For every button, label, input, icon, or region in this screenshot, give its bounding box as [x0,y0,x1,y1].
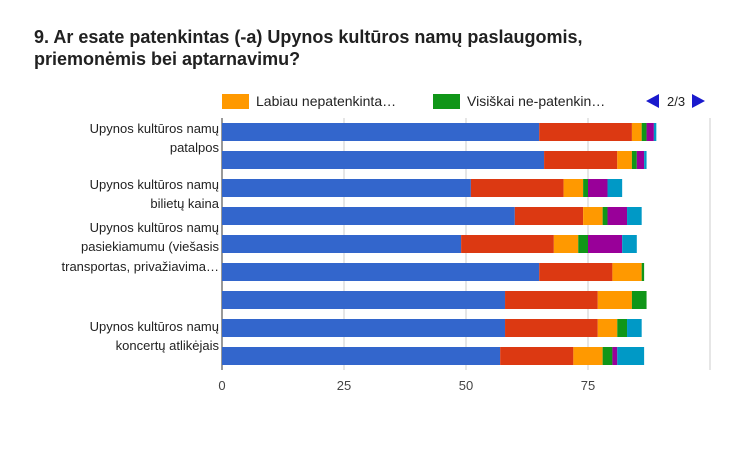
bar-segment [612,263,642,281]
bar-segment [500,347,574,365]
chart-axis: 0 25 50 75 [218,378,595,393]
y-category-label: pasiekiamumu (viešasis [81,239,219,254]
bar-segment [602,347,613,365]
bar-segment [622,235,637,253]
y-category-label: Upynos kultūros namų [90,220,219,235]
bar-segment [641,263,645,281]
legend-swatch [222,93,249,109]
bar-segment [612,347,618,365]
bar-segment [646,123,654,141]
prev-page-icon[interactable] [646,94,659,108]
bar-segment [583,179,588,197]
bar-segment [578,235,588,253]
bar-segment [563,179,584,197]
bar-segment [573,347,603,365]
chart-category-labels: Upynos kultūros namų patalpos Upynos kultū… [62,121,220,353]
bar-segment [539,263,613,281]
legend-label: Labiau nepatenkinta… [256,93,397,109]
legend-swatch [433,93,460,109]
bar-segment [461,235,554,253]
bar-segment [222,179,471,197]
next-page-icon[interactable] [692,94,706,108]
bar-segment [597,291,632,309]
bar-segment [631,123,642,141]
legend-page-indicator: 2/3 [667,93,686,109]
bar-segment [514,207,584,225]
bar-segment [470,179,564,197]
y-category-label: bilietų kaina [150,196,219,211]
legend-label: Visiškai ne-patenkin… [467,93,606,109]
bar-segment [553,235,579,253]
bar-segment [644,151,647,169]
bar-segment [222,123,540,141]
bar-segment [607,207,628,225]
legend-pager: 2/3 [646,92,706,110]
chart-title: 9. Ar esate patenkintas (-a) Upynos kult… [34,27,583,69]
chart-bars [222,123,657,365]
x-tick-label: 0 [218,378,225,393]
y-category-label: Upynos kultūros namų [90,319,219,334]
bar-segment [222,235,462,253]
bar-segment [588,179,608,197]
bar-segment [539,123,632,141]
bar-segment [583,207,603,225]
y-category-label: patalpos [170,140,220,155]
bar-segment [222,207,515,225]
y-category-label: transportas, privažiavima… [62,259,220,274]
bar-segment [544,151,618,169]
bar-segment [631,291,647,309]
bar-segment [627,207,642,225]
legend-item-labiau-nepatenkinta[interactable]: Labiau nepatenkinta… [222,92,396,110]
bar-segment [631,151,637,169]
bar-segment [222,347,501,365]
x-tick-label: 50 [459,378,473,393]
x-tick-label: 75 [581,378,595,393]
bar-segment [607,179,623,197]
bar-segment [222,319,506,337]
y-category-label: Upynos kultūros namų [90,121,219,136]
bar-segment [222,291,506,309]
bar-segment [597,319,618,337]
bar-segment [617,151,632,169]
bar-segment [627,319,642,337]
bar-segment [617,347,645,365]
bar-segment [222,151,545,169]
bar-segment [653,123,657,141]
bar-segment [641,123,647,141]
x-tick-label: 25 [337,378,351,393]
y-category-label: Upynos kultūros namų [90,177,219,192]
y-category-label: koncertų atlikėjais [116,338,220,353]
bar-segment [222,263,540,281]
bar-segment [602,207,608,225]
bar-segment [617,319,628,337]
bar-segment [505,291,598,309]
bar-segment [636,151,645,169]
bar-segment [588,235,623,253]
bar-segment [505,319,598,337]
legend-item-visiskai-nepatenkinta[interactable]: Visiškai ne-patenkin… [433,92,605,110]
